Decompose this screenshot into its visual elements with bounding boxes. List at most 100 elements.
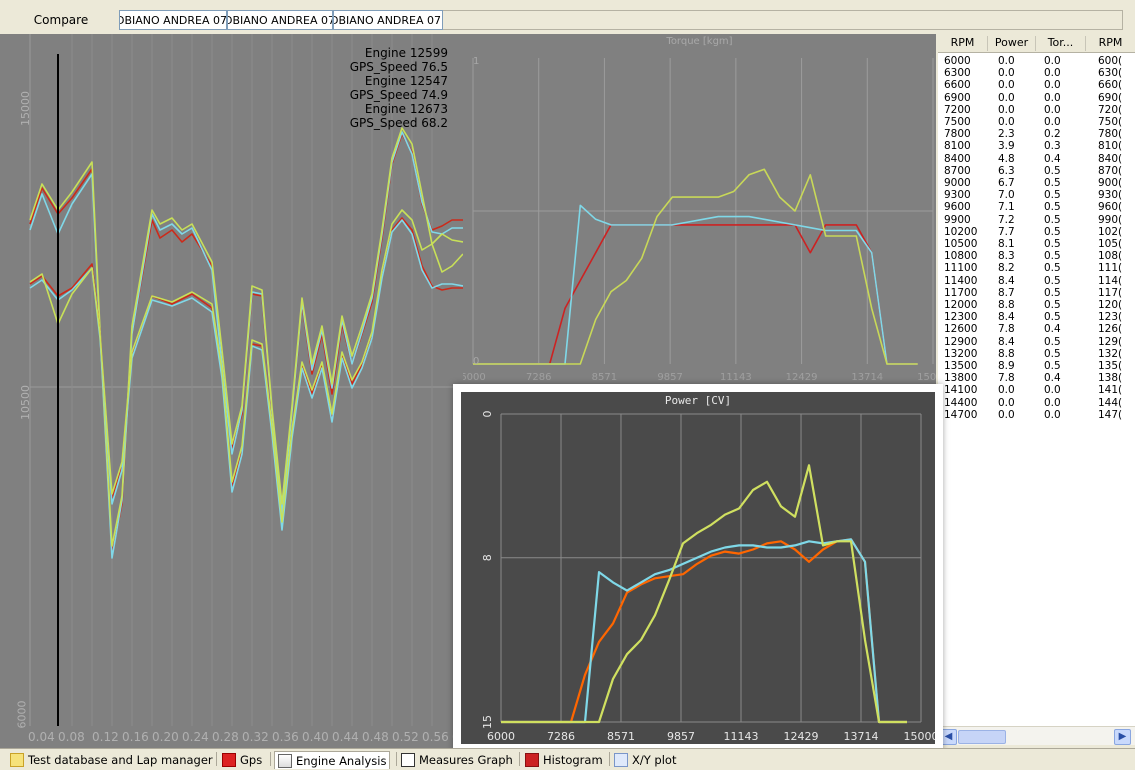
table-cell: 138(: [1098, 372, 1123, 385]
table-cell: 10200: [944, 225, 978, 238]
table-row[interactable]: 9000 6.7 0.5 900(: [938, 177, 1135, 189]
xy-plot-icon: [614, 752, 628, 767]
table-cell: 0.5: [1044, 238, 1061, 250]
lap-tab-3[interactable]: DBIANO ANDREA 07: [333, 10, 443, 30]
table-row[interactable]: 12900 8.4 0.5 129(: [938, 336, 1135, 348]
table-cell: 4.8: [998, 152, 1015, 165]
table-cell: 114(: [1098, 274, 1123, 287]
compare-button[interactable]: Compare: [33, 13, 89, 27]
table-cell: 7500: [944, 116, 971, 128]
table-cell: 750(: [1098, 116, 1123, 128]
table-row[interactable]: 13800 7.8 0.4 138(: [938, 372, 1135, 384]
lap-tab-1[interactable]: DBIANO ANDREA 07: [119, 10, 227, 30]
table-cell: 6300: [944, 67, 971, 80]
table-row[interactable]: 7800 2.3 0.2 780(: [938, 128, 1135, 140]
x-tick-label: 12429: [786, 372, 818, 383]
table-cell: 600(: [1098, 55, 1123, 67]
table-row[interactable]: 10200 7.7 0.5 102(: [938, 226, 1135, 238]
table-cell: 0.0: [998, 79, 1015, 92]
table-row[interactable]: 12300 8.4 0.5 123(: [938, 311, 1135, 323]
table-row[interactable]: 9900 7.2 0.5 990(: [938, 214, 1135, 226]
folder-icon: [10, 752, 24, 767]
table-cell: 0.5: [1044, 250, 1061, 263]
series-line-2: [473, 204, 918, 365]
tab-measures-graph[interactable]: Measures Graph: [401, 751, 513, 768]
table-cell: 8.4: [998, 311, 1015, 324]
column-header-rpm[interactable]: RPM: [938, 36, 988, 51]
table-cell: 13200: [944, 347, 978, 360]
table-cell: 0.5: [1044, 299, 1061, 311]
table-row[interactable]: 7200 0.0 0.0 720(: [938, 104, 1135, 116]
table-cell: 9600: [944, 201, 971, 214]
table-cell: 12900: [944, 335, 978, 348]
table-row[interactable]: 10500 8.1 0.5 105(: [938, 238, 1135, 250]
table-cell: 11700: [944, 286, 978, 299]
tab-test-database[interactable]: Test database and Lap manager: [10, 751, 213, 768]
table-cell: 0.0: [998, 408, 1015, 421]
tab-engine-analysis[interactable]: Engine Analysis: [274, 751, 391, 769]
table-row[interactable]: 6300 0.0 0.0 630(: [938, 67, 1135, 79]
x-tick-label: 8571: [592, 372, 617, 383]
scroll-thumb[interactable]: [958, 730, 1006, 744]
compare-toolbar: Compare DBIANO ANDREA 07 DBIANO ANDREA 0…: [0, 0, 1135, 34]
table-row[interactable]: 6900 0.0 0.0 690(: [938, 92, 1135, 104]
column-header-torque[interactable]: Tor...: [1036, 36, 1086, 51]
table-row[interactable]: 14700 0.0 0.0 147(: [938, 409, 1135, 421]
table-cell: 129(: [1098, 335, 1123, 348]
x-tick-label: 9857: [667, 730, 695, 743]
table-cell: 0.0: [998, 116, 1015, 128]
table-row[interactable]: 8100 3.9 0.3 810(: [938, 140, 1135, 152]
table-row[interactable]: 8400 4.8 0.4 840(: [938, 153, 1135, 165]
engine-chart-icon: [278, 753, 292, 768]
table-cell: 0.5: [1044, 201, 1061, 214]
table-cell: 8700: [944, 164, 971, 177]
table-row[interactable]: 13500 8.9 0.5 135(: [938, 360, 1135, 372]
tab-gps[interactable]: Gps: [222, 751, 262, 768]
engine-data-table[interactable]: RPM Power Tor... RPM 6000 0.0 0.0 600(6300 0…: [938, 34, 1135, 744]
table-cell: 8.9: [998, 360, 1015, 372]
series-line-1: [473, 224, 918, 365]
table-row[interactable]: 8700 6.3 0.5 870(: [938, 165, 1135, 177]
tab-xy-plot[interactable]: X/Y plot: [614, 751, 676, 768]
table-cell: 14700: [944, 408, 978, 421]
table-row[interactable]: 9600 7.1 0.5 960(: [938, 201, 1135, 213]
table-cell: 0.0: [1044, 67, 1061, 80]
readout-engine-3: Engine 12673: [364, 102, 448, 116]
table-row[interactable]: 12000 8.8 0.5 120(: [938, 299, 1135, 311]
table-row[interactable]: 14100 0.0 0.0 141(: [938, 384, 1135, 396]
scroll-right-button[interactable]: ▶: [1114, 729, 1131, 745]
table-row[interactable]: 10800 8.3 0.5 108(: [938, 250, 1135, 262]
table-row[interactable]: 6000 0.0 0.0 600(: [938, 55, 1135, 67]
table-row[interactable]: 9300 7.0 0.5 930(: [938, 189, 1135, 201]
table-row[interactable]: 7500 0.0 0.0 750(: [938, 116, 1135, 128]
power-chart-popup[interactable]: Power [CV] 6000 7286 8571 9857 11143 12429 137…: [453, 384, 943, 752]
time-trace-chart[interactable]: 15000 10500 6000 0.04 0.08 0.12 0.16 0.2…: [0, 34, 463, 748]
table-cell: 0.5: [1044, 274, 1061, 287]
table-cell: 0.0: [1044, 116, 1061, 128]
table-cell: 6600: [944, 79, 971, 92]
tab-histogram[interactable]: Histogram: [525, 751, 603, 768]
table-cell: 7.8: [998, 323, 1015, 336]
table-row[interactable]: 12600 7.8 0.4 126(: [938, 323, 1135, 335]
table-row[interactable]: 11700 8.7 0.5 117(: [938, 287, 1135, 299]
x-tick-label: 8571: [607, 730, 635, 743]
table-row[interactable]: 11400 8.4 0.5 114(: [938, 275, 1135, 287]
table-row[interactable]: 11100 8.2 0.5 111(: [938, 262, 1135, 274]
table-row[interactable]: 13200 8.8 0.5 132(: [938, 348, 1135, 360]
column-header-rpm-2[interactable]: RPM: [1098, 36, 1123, 49]
table-cell: 780(: [1098, 128, 1123, 141]
table-cell: 870(: [1098, 164, 1123, 177]
y-tick-mid: 10500: [19, 385, 32, 420]
table-cell: 0.4: [1044, 152, 1061, 165]
lap-tab-2[interactable]: DBIANO ANDREA 07: [227, 10, 333, 30]
power-plot-area[interactable]: Power [CV] 6000 7286 8571 9857 11143 12429 137…: [461, 392, 935, 744]
torque-chart[interactable]: Torque [kgm] 6000 7286 8571 9857 11143 12429 1…: [463, 34, 936, 384]
table-horizontal-scrollbar[interactable]: ◀ ▶: [938, 726, 1135, 745]
table-cell: 7.1: [998, 201, 1015, 214]
table-row[interactable]: 14400 0.0 0.0 144(: [938, 397, 1135, 409]
table-cell: 9900: [944, 213, 971, 226]
table-row[interactable]: 6600 0.0 0.0 660(: [938, 79, 1135, 91]
torque-y-tick-zero: 0: [473, 356, 480, 367]
column-header-power[interactable]: Power: [988, 36, 1036, 51]
table-cell: 14100: [944, 384, 978, 397]
